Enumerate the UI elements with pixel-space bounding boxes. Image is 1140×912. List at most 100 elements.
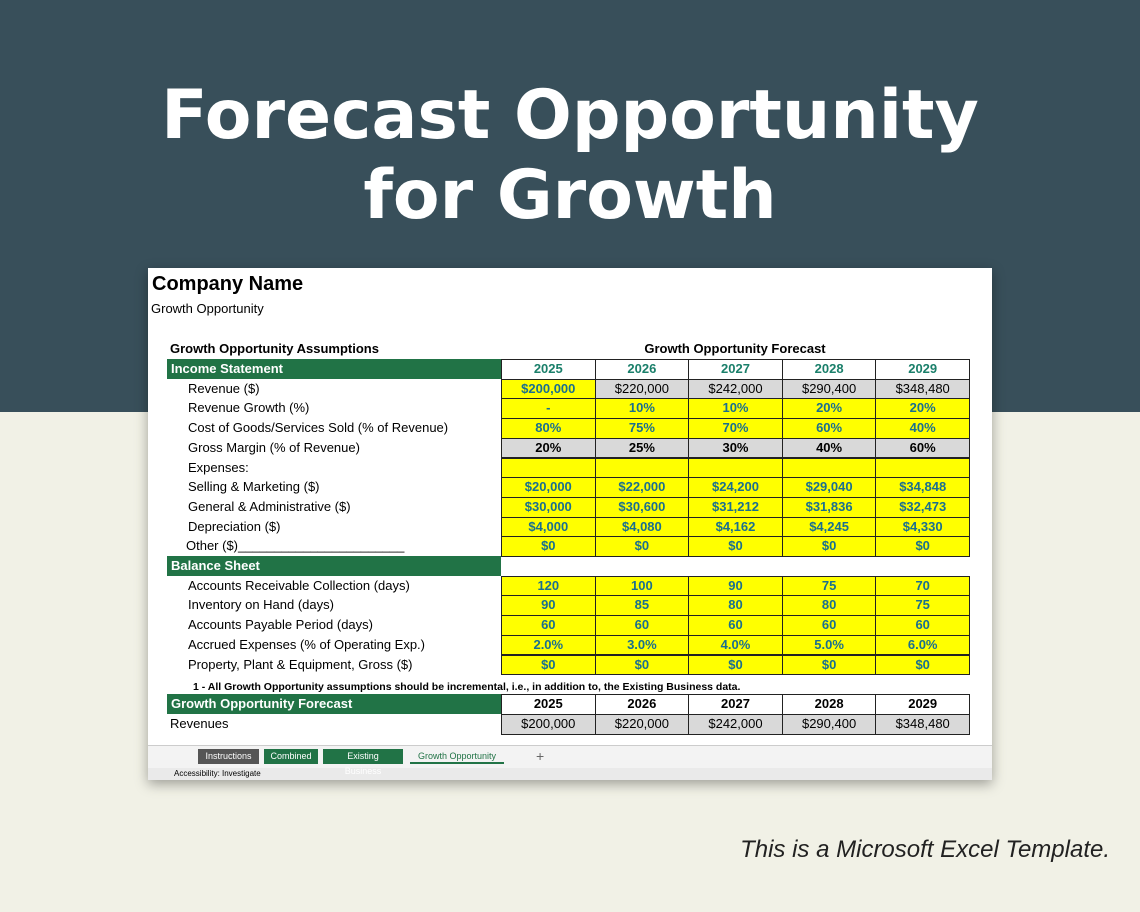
cell: $0 [875, 536, 970, 557]
cell: 5.0% [781, 634, 877, 656]
section-header: Balance Sheet [167, 556, 501, 576]
cell: 60 [781, 615, 877, 636]
cell: 3.0% [594, 634, 690, 656]
subtitle: Growth Opportunity [151, 301, 264, 316]
cell: 70% [688, 418, 783, 439]
cell: 75 [781, 575, 877, 597]
cell: $0 [781, 654, 877, 676]
cell: $4,080 [594, 516, 690, 538]
row-label: Revenue Growth (%) [188, 400, 310, 416]
cell: 6.0% [875, 634, 970, 656]
cell: 30% [688, 437, 783, 459]
cell: $0 [501, 536, 596, 557]
cell: $290,400 [781, 378, 877, 400]
cell: $30,000 [501, 496, 596, 518]
cell: $4,162 [688, 516, 783, 538]
sheet-tab[interactable]: Existing Business [323, 749, 403, 776]
cell: 2027 [688, 694, 783, 715]
assumptions-title: Growth Opportunity Assumptions [170, 341, 379, 356]
cell: 2028 [781, 694, 877, 715]
cell: $30,600 [594, 496, 690, 518]
cell: - [501, 398, 596, 420]
cell: 60 [594, 615, 690, 636]
cell: $32,473 [875, 496, 970, 518]
section-header: Income Statement [167, 359, 501, 379]
cell: 2.0% [501, 634, 596, 656]
cell: 20% [781, 398, 877, 420]
cell: $0 [875, 654, 970, 676]
cell [781, 457, 877, 479]
status: Accessibility: Investigate [174, 769, 261, 778]
add-tab[interactable]: + [536, 748, 545, 764]
section-header: Growth Opportunity Forecast [167, 694, 501, 715]
cell [594, 457, 690, 479]
row-label: Cost of Goods/Services Sold (% of Revenu… [188, 420, 449, 436]
cell: 80 [781, 595, 877, 617]
cell: $242,000 [688, 713, 783, 735]
cell: $348,480 [875, 378, 970, 400]
cell: $4,330 [875, 516, 970, 538]
spreadsheet: Company Name Growth Opportunity Growth O… [148, 268, 992, 780]
cell: 120 [501, 575, 596, 597]
row-label: Inventory on Hand (days) [188, 597, 334, 613]
cell: $20,000 [501, 477, 596, 498]
cell: $24,200 [688, 477, 783, 498]
cell: $4,000 [501, 516, 596, 538]
cell: $4,245 [781, 516, 877, 538]
cell: 75% [594, 418, 690, 439]
cell: 90 [688, 575, 783, 597]
cell [875, 457, 970, 479]
row-label: General & Administrative ($) [188, 498, 351, 514]
title-line: Forecast Opportunity [161, 76, 979, 155]
cell: $0 [594, 654, 690, 676]
row-label: Accounts Payable Period (days) [188, 617, 373, 633]
row-label: Property, Plant & Equipment, Gross ($) [188, 656, 413, 672]
cell: 60 [688, 615, 783, 636]
cell: 60% [781, 418, 877, 439]
row-label: Revenues [170, 715, 229, 731]
cell: 25% [594, 437, 690, 459]
cell: 40% [781, 437, 877, 459]
status-bar [148, 768, 992, 780]
cell: 40% [875, 418, 970, 439]
sheet-tab[interactable]: Growth Opportunity [410, 749, 504, 764]
cell: 2028 [781, 359, 877, 380]
cell: 2025 [501, 694, 596, 715]
cell: $290,400 [781, 713, 877, 735]
cell: $22,000 [594, 477, 690, 498]
cell [501, 457, 596, 479]
cell: 60% [875, 437, 970, 459]
company: Company Name [152, 273, 304, 295]
sheet-tab[interactable]: Instructions [198, 749, 259, 764]
cell: $0 [594, 536, 690, 557]
cell: 2026 [594, 694, 690, 715]
title-line: for Growth [363, 156, 777, 235]
cell: 10% [688, 398, 783, 420]
cell: 2029 [875, 359, 970, 380]
cell [688, 457, 783, 479]
row-label: Accrued Expenses (% of Operating Exp.) [188, 636, 426, 652]
cell: 90 [501, 595, 596, 617]
note: 1 - All Growth Opportunity assumptions s… [193, 681, 741, 693]
cell: $31,836 [781, 496, 877, 518]
row-label: Revenue ($) [188, 380, 260, 396]
cell: $0 [781, 536, 877, 557]
cell: $34,848 [875, 477, 970, 498]
row-label: Selling & Marketing ($) [188, 479, 320, 495]
cell: 100 [594, 575, 690, 597]
cell: $29,040 [781, 477, 877, 498]
cell: 80% [501, 418, 596, 439]
cell: $348,480 [875, 713, 970, 735]
cell: $0 [688, 654, 783, 676]
cell: 2027 [688, 359, 783, 380]
sheet-tab[interactable]: Combined [264, 749, 318, 764]
cell: 70 [875, 575, 970, 597]
cell: 85 [594, 595, 690, 617]
cell: $31,212 [688, 496, 783, 518]
cell: $200,000 [501, 713, 596, 735]
cell: 60 [875, 615, 970, 636]
cell: 60 [501, 615, 596, 636]
cell: 4.0% [688, 634, 783, 656]
cell: 20% [501, 437, 596, 459]
